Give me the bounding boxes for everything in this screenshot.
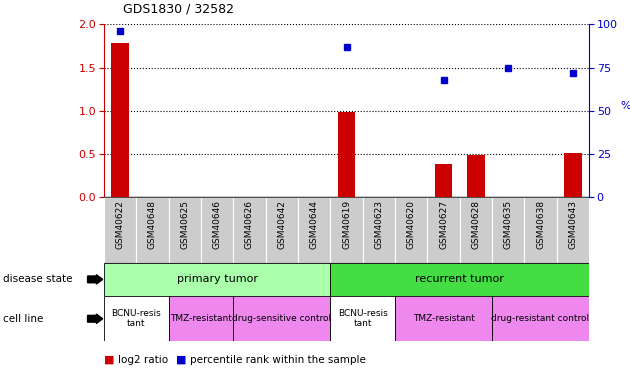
Text: ■: ■: [176, 355, 187, 364]
Text: GSM40646: GSM40646: [213, 200, 222, 249]
Text: GSM40635: GSM40635: [504, 200, 513, 249]
Text: GSM40626: GSM40626: [245, 200, 254, 249]
Text: primary tumor: primary tumor: [176, 274, 258, 284]
Text: ■: ■: [104, 355, 115, 364]
Text: TMZ-resistant: TMZ-resistant: [170, 314, 232, 323]
Text: BCNU-resis
tant: BCNU-resis tant: [112, 309, 161, 328]
Bar: [395, 197, 427, 262]
Text: GSM40622: GSM40622: [116, 200, 125, 249]
Text: GSM40625: GSM40625: [180, 200, 189, 249]
Bar: [330, 262, 589, 296]
Bar: [330, 296, 395, 341]
Bar: [427, 197, 460, 262]
Text: GSM40628: GSM40628: [471, 200, 480, 249]
Bar: [169, 296, 233, 341]
Bar: [435, 164, 452, 197]
Bar: [460, 197, 492, 262]
Text: GDS1830 / 32582: GDS1830 / 32582: [123, 2, 234, 15]
Bar: [233, 197, 266, 262]
Bar: [104, 296, 169, 341]
Text: drug-sensitive control: drug-sensitive control: [232, 314, 331, 323]
Text: GSM40642: GSM40642: [277, 200, 286, 249]
Text: disease state: disease state: [3, 274, 72, 284]
Text: BCNU-resis
tant: BCNU-resis tant: [338, 309, 387, 328]
Text: percentile rank within the sample: percentile rank within the sample: [190, 355, 366, 364]
Bar: [104, 262, 330, 296]
Text: TMZ-resistant: TMZ-resistant: [413, 314, 474, 323]
Text: log2 ratio: log2 ratio: [118, 355, 168, 364]
Text: GSM40619: GSM40619: [342, 200, 351, 249]
Bar: [557, 197, 589, 262]
Text: GSM40620: GSM40620: [407, 200, 416, 249]
Bar: [467, 154, 484, 197]
Bar: [330, 197, 363, 262]
Bar: [169, 197, 201, 262]
Text: GSM40627: GSM40627: [439, 200, 448, 249]
Bar: [363, 197, 395, 262]
Bar: [492, 296, 589, 341]
Text: cell line: cell line: [3, 314, 43, 324]
Bar: [136, 197, 169, 262]
Y-axis label: %: %: [621, 100, 630, 111]
Text: drug-resistant control: drug-resistant control: [491, 314, 590, 323]
Text: GSM40644: GSM40644: [310, 200, 319, 249]
Bar: [266, 197, 298, 262]
Bar: [564, 153, 581, 197]
Text: GSM40643: GSM40643: [568, 200, 577, 249]
Text: GSM40623: GSM40623: [374, 200, 383, 249]
Text: GSM40648: GSM40648: [148, 200, 157, 249]
Text: GSM40638: GSM40638: [536, 200, 545, 249]
Bar: [201, 197, 233, 262]
Bar: [233, 296, 330, 341]
Bar: [338, 112, 355, 197]
Bar: [524, 197, 557, 262]
Text: recurrent tumor: recurrent tumor: [415, 274, 504, 284]
Bar: [298, 197, 330, 262]
Bar: [395, 296, 492, 341]
Bar: [104, 197, 136, 262]
Bar: [492, 197, 524, 262]
Bar: [112, 44, 129, 197]
